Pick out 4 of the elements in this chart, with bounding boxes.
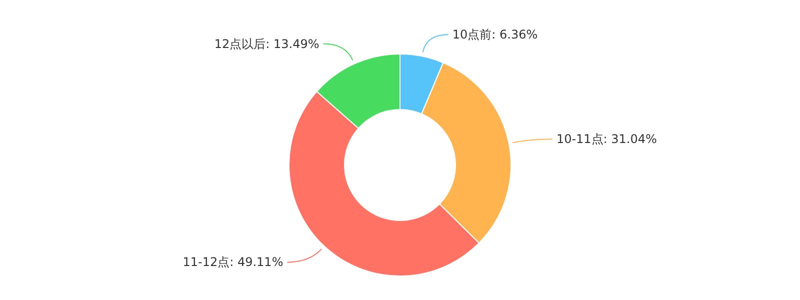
slice-label: 11-12点: 49.11% (182, 255, 284, 270)
slice-label: 10点前: 6.36% (452, 28, 538, 42)
slice-label: 12点以后: 13.49% (214, 36, 320, 51)
slice-label: 10-11点: 31.04% (556, 132, 657, 146)
